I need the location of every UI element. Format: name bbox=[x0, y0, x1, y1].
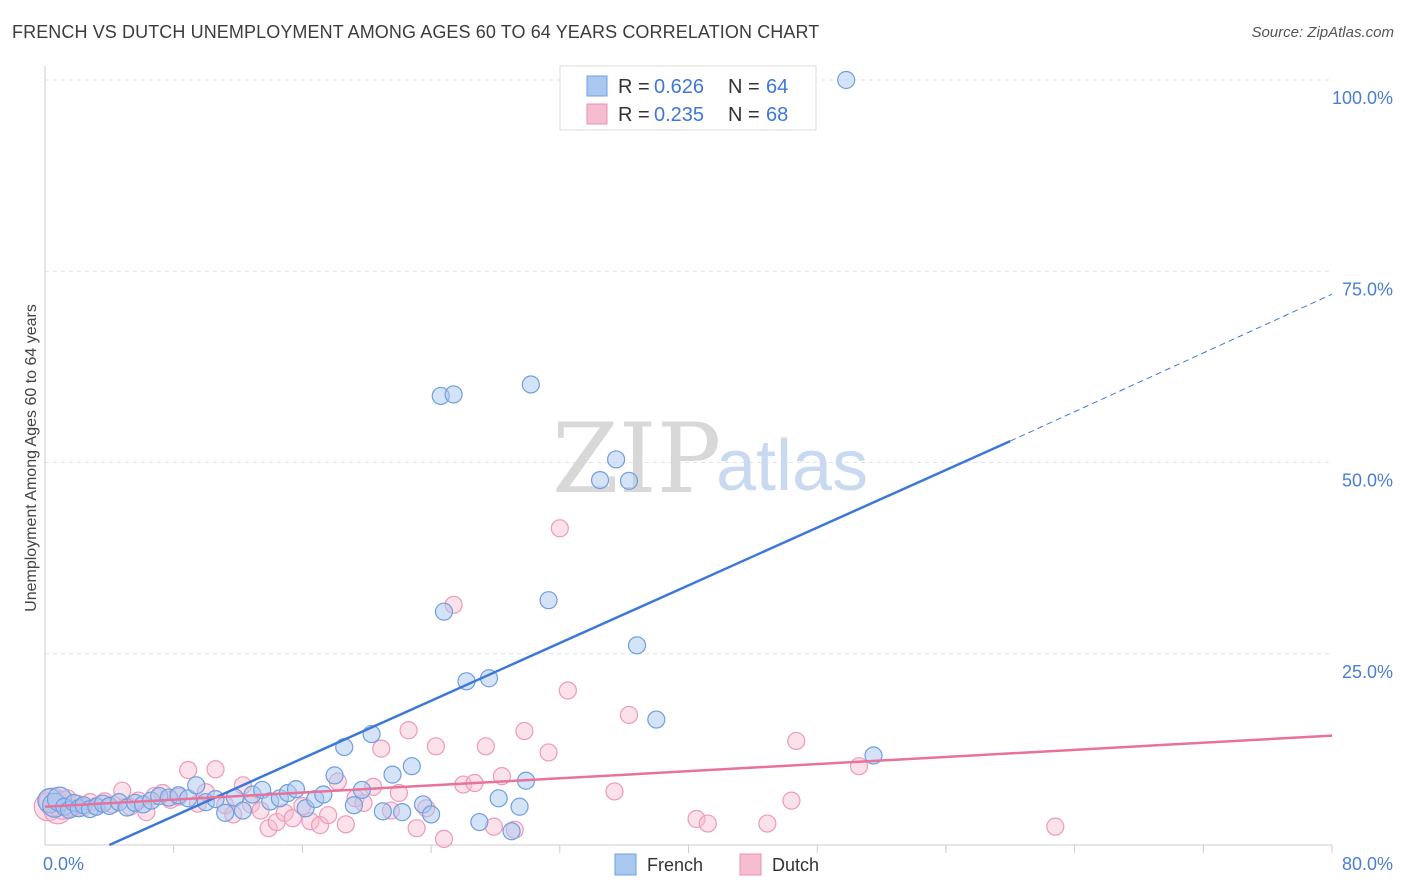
french-point bbox=[590, 470, 610, 490]
dutch-point bbox=[698, 814, 717, 833]
french-point bbox=[619, 471, 639, 490]
dutch-point bbox=[1046, 817, 1065, 836]
axes bbox=[44, 66, 1333, 853]
y-tick-label: 75.0% bbox=[1342, 279, 1393, 299]
dutch-point bbox=[605, 782, 624, 801]
legend-n-value-french: 64 bbox=[766, 76, 788, 98]
dutch-point bbox=[407, 819, 426, 838]
french-point bbox=[502, 822, 521, 841]
dutch-point bbox=[399, 721, 418, 740]
watermark: ZIP atlas bbox=[552, 403, 868, 515]
gridlines bbox=[45, 79, 1332, 655]
chart-title: FRENCH VS DUTCH UNEMPLOYMENT AMONG AGES … bbox=[12, 22, 820, 42]
french-point bbox=[510, 797, 529, 816]
french-point bbox=[470, 812, 489, 832]
y-tick-label: 50.0% bbox=[1342, 471, 1393, 491]
french-point bbox=[325, 766, 344, 785]
y-tick-label: 25.0% bbox=[1342, 662, 1393, 682]
dutch-point bbox=[372, 739, 391, 758]
french-point bbox=[216, 803, 235, 822]
legend-swatch-dutch bbox=[586, 103, 608, 125]
dutch-point bbox=[687, 809, 706, 829]
dutch-point bbox=[782, 791, 801, 810]
french-point bbox=[373, 802, 392, 821]
french-point bbox=[521, 375, 540, 394]
french-point bbox=[314, 785, 333, 804]
dutch-point bbox=[515, 721, 534, 741]
dutch-point bbox=[426, 737, 446, 756]
dutch-regression-line bbox=[44, 734, 1333, 808]
bottom-legend: French Dutch bbox=[614, 853, 819, 876]
legend-n-label-french: N = bbox=[728, 76, 760, 98]
watermark-zip: ZIP bbox=[552, 403, 721, 515]
y-tick-label: 100.0% bbox=[1332, 88, 1393, 108]
french-point bbox=[837, 70, 856, 90]
legend-r-label-french: R = bbox=[618, 76, 650, 98]
dutch-point bbox=[336, 815, 355, 834]
x-tick-label-min: 0.0% bbox=[43, 854, 84, 874]
french-point bbox=[402, 757, 421, 776]
french-point bbox=[344, 796, 363, 815]
dutch-point bbox=[758, 814, 777, 833]
dutch-point bbox=[539, 743, 558, 762]
bottom-legend-swatch-french bbox=[614, 853, 637, 876]
french-regression-extension bbox=[1010, 293, 1333, 442]
x-tick-labels: 0.0% 80.0% bbox=[43, 854, 1393, 874]
french-point bbox=[647, 710, 666, 729]
dutch-point bbox=[550, 519, 569, 538]
french-points bbox=[37, 70, 883, 841]
legend-r-value-french: 0.626 bbox=[654, 76, 704, 98]
dutch-point bbox=[389, 783, 409, 803]
french-point bbox=[489, 789, 508, 808]
source-label: Source: ZipAtlas.com bbox=[1251, 24, 1394, 41]
french-point bbox=[383, 765, 402, 784]
dutch-point bbox=[434, 829, 454, 848]
french-point bbox=[286, 780, 306, 799]
y-tick-labels: 100.0% 75.0% 50.0% 25.0% bbox=[1332, 88, 1393, 682]
french-regression-line bbox=[108, 439, 1011, 847]
dutch-point bbox=[283, 809, 302, 828]
legend-r-value-dutch: 0.235 bbox=[654, 104, 704, 126]
x-tick-label-max: 80.0% bbox=[1342, 854, 1393, 874]
legend: R = 0.626 N = 64 R = 0.235 N = 68 bbox=[559, 65, 817, 131]
dutch-point bbox=[319, 806, 338, 825]
french-point bbox=[539, 591, 558, 610]
bottom-legend-label-dutch: Dutch bbox=[772, 855, 819, 875]
french-point bbox=[233, 801, 252, 820]
dutch-point bbox=[476, 737, 495, 756]
french-point bbox=[393, 803, 412, 822]
french-point bbox=[607, 450, 626, 469]
legend-n-label-dutch: N = bbox=[728, 104, 760, 126]
legend-swatch-french bbox=[586, 75, 608, 97]
french-point bbox=[434, 602, 454, 621]
dutch-point bbox=[558, 681, 577, 700]
dutch-point bbox=[787, 731, 806, 751]
french-point bbox=[444, 385, 463, 404]
french-point bbox=[187, 776, 206, 795]
dutch-point bbox=[206, 760, 225, 779]
bottom-legend-label-french: French bbox=[647, 855, 703, 875]
french-point bbox=[422, 805, 441, 824]
legend-n-value-dutch: 68 bbox=[766, 104, 788, 126]
dutch-point bbox=[179, 760, 198, 780]
dutch-point bbox=[619, 705, 639, 725]
bottom-legend-swatch-dutch bbox=[739, 853, 762, 876]
watermark-atlas: atlas bbox=[716, 426, 868, 506]
legend-r-label-dutch: R = bbox=[618, 104, 650, 126]
y-axis-label: Unemployment Among Ages 60 to 64 years bbox=[23, 304, 40, 612]
regression-lines bbox=[44, 293, 1333, 847]
french-point bbox=[627, 636, 647, 655]
